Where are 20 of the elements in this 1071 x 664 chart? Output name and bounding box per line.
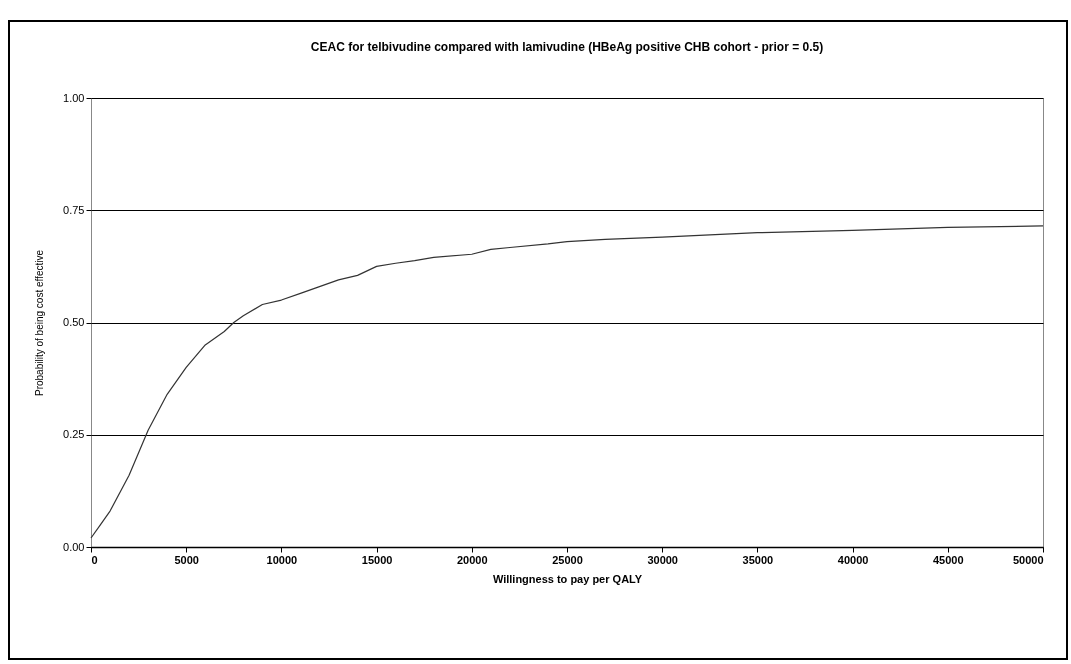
x-tick-label: 30000 (647, 553, 678, 566)
y-tick-label: 0.50 (63, 316, 85, 328)
x-tick-label: 45000 (933, 553, 964, 566)
y-tick-label: 1.00 (63, 91, 85, 104)
y-tick-label: 0.25 (63, 428, 85, 441)
x-tick-label: 20000 (457, 553, 488, 566)
x-tick-label: 0 (91, 553, 98, 566)
y-tick-label: 0.75 (63, 203, 85, 216)
x-tick-label: 40000 (837, 553, 869, 566)
x-tick-label: 50000 (1012, 553, 1044, 566)
x-tick-label: 35000 (742, 553, 774, 566)
line-series (90, 225, 1044, 539)
x-axis-title: Willingness to pay per QALY (492, 572, 643, 585)
x-tick-label: 15000 (361, 553, 393, 566)
y-axis-title: Probability of being cost effective (34, 249, 46, 397)
chart-title: CEAC for telbivudine compared with lamivudine (HBeAg positive CHB cohort - prior = 0.5) (310, 40, 824, 54)
y-tick-label: 0.00 (63, 540, 85, 553)
x-tick-label: 5000 (174, 553, 199, 566)
x-tick-label: 10000 (266, 553, 298, 566)
x-tick-label: 25000 (552, 553, 583, 566)
